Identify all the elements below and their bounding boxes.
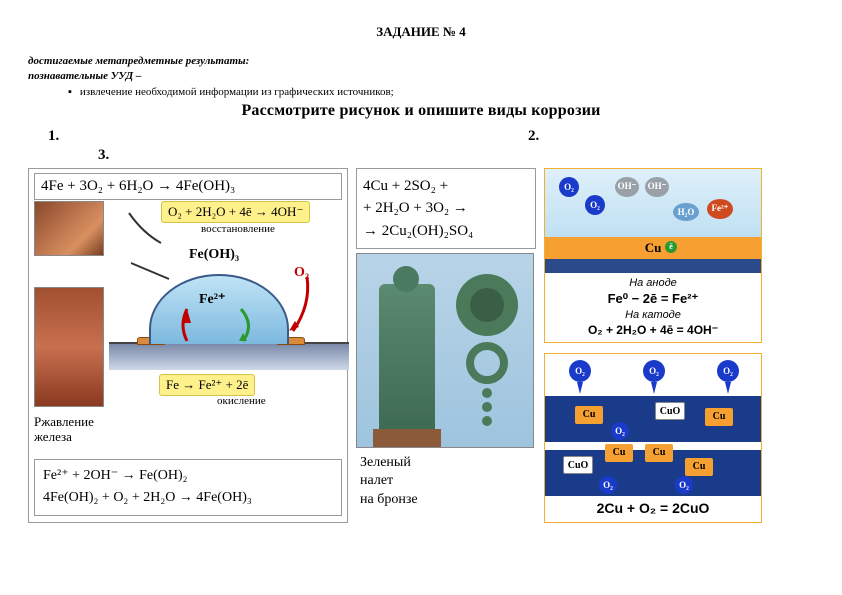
cathode-label: На катоде	[545, 309, 761, 321]
cu-chip-3: Cu	[605, 444, 633, 462]
bot-o2-bot1: O₂	[599, 476, 617, 494]
fe-bottom-l2: 4Fe(OH)₂ + O₂ + 2H₂O → 4Fe(OH)₃	[43, 487, 333, 509]
electron-dot: ē	[665, 241, 677, 253]
photo-bronze-statue	[356, 253, 534, 448]
bot-o2-mid: O₂	[611, 422, 629, 440]
anode-eq: Fe⁰ − 2ē = Fe²⁺	[545, 291, 761, 307]
photo-rust-1	[34, 201, 104, 256]
diagram-cu-oxidation: O₂ O₂ O₂ Cu CuO Cu Cu Cu CuO Cu O₂ O₂ O₂…	[544, 353, 762, 523]
fe-caption-l2: железа	[34, 429, 72, 444]
pedestal-shape	[373, 429, 441, 447]
fe-oxidation-label: окисление	[217, 395, 266, 407]
bot-o2-2: O₂	[643, 360, 665, 382]
fe-bottom-formulas: Fe²⁺ + 2OH⁻ → Fe(OH)₂ 4Fe(OH)₂ + O₂ + 2H…	[34, 459, 342, 516]
ornament-ring	[466, 342, 508, 384]
statue-shape	[379, 284, 435, 434]
cuo-chip-1: CuO	[655, 402, 685, 420]
photo-rust-2	[34, 287, 104, 407]
arrows-down	[545, 380, 763, 396]
fe2plus-label: Fe²⁺	[199, 291, 225, 308]
task-instruction: Рассмотрите рисунок и опишите виды корро…	[28, 102, 814, 120]
fe2-ion: Fe²⁺	[707, 199, 733, 219]
task-number: ЗАДАНИЕ № 4	[28, 24, 814, 40]
anode-label: На аноде	[545, 277, 761, 289]
arrow-red-curve	[177, 307, 197, 343]
cu-strip: Cu	[545, 237, 761, 259]
fe-substrate	[109, 342, 349, 370]
cu-cap-l1: Зеленый	[360, 455, 411, 470]
arrow-green-curve	[237, 307, 259, 343]
arrow-o2-down	[287, 275, 313, 335]
o2-ion-1: O₂	[559, 177, 579, 197]
meta-bullet: извлечение необходимой информации из гра…	[68, 86, 814, 98]
figures-row: 4Fe + 3O₂ + 6H₂O → 4Fe(OH)₃ O₂ + 2H₂O + …	[28, 168, 814, 523]
cu-formula-box: 4Cu + 2SO₂ + + 2H₂O + 3O₂ → → 2Cu₂(OH)₂S…	[356, 168, 536, 250]
fe-caption: Ржавление железа	[34, 414, 94, 445]
fe-reduction-label: восстановление	[201, 223, 275, 235]
fe-reduction-box: O₂ + 2H₂O + 4ē → 4OH⁻	[161, 201, 310, 223]
arrow-to-yellow1	[125, 209, 165, 249]
bronze-ornament	[453, 274, 521, 434]
fe-bottom-l1: Fe²⁺ + 2OH⁻ → Fe(OH)₂	[43, 465, 333, 487]
cu-f2: + 2H₂O + 3O₂ →	[363, 197, 529, 220]
figure-right-column: O₂ O₂ OH⁻ OH⁻ H₂O Fe²⁺ Cu ē На аноде Fe⁰…	[544, 168, 764, 523]
bot-o2-1: O₂	[569, 360, 591, 382]
ornament-bead-3	[482, 416, 492, 426]
ornament-flower	[456, 274, 518, 336]
oh-ion-2: OH⁻	[645, 177, 669, 197]
cu-oxidation-formula: 2Cu + O₂ = 2CuO	[545, 500, 761, 516]
bot-o2-bot2: O₂	[675, 476, 693, 494]
fe-feoh3-label: Fe(OH)₃	[189, 247, 239, 263]
cuo-chip-2: CuO	[563, 456, 593, 474]
cathode-eq: O₂ + 2H₂O + 4ē = 4OH⁻	[545, 323, 761, 337]
cu-chip-1: Cu	[575, 406, 603, 424]
fe-oxidation-box: Fe → Fe²⁺ + 2ē	[159, 374, 255, 396]
ornament-bead-2	[482, 402, 492, 412]
bot-o2-3: O₂	[717, 360, 739, 382]
cu-cap-l2: налет	[360, 473, 393, 488]
arrow-feoh3	[129, 261, 173, 285]
cu-cap-l3: на бронзе	[360, 492, 418, 507]
cu-f1: 4Cu + 2SO₂ +	[363, 175, 529, 198]
cu-f3: → 2Cu₂(OH)₂SO₄	[363, 220, 529, 243]
ornament-bead-1	[482, 388, 492, 398]
cu-chip-2: Cu	[705, 408, 733, 426]
oh-ion-1: OH⁻	[615, 177, 639, 197]
fe-overall-formula: 4Fe + 3O₂ + 6H₂O → 4Fe(OH)₃	[34, 173, 342, 200]
dark-strip	[545, 259, 761, 273]
figure-iron-rusting: 4Fe + 3O₂ + 6H₂O → 4Fe(OH)₃ O₂ + 2H₂O + …	[28, 168, 348, 523]
cu-caption: Зеленый налет на бронзе	[356, 452, 536, 511]
meta-line-1: достигаемые метапредметные результаты:	[28, 54, 814, 69]
figure-copper-patina: 4Cu + 2SO₂ + + 2H₂O + 3O₂ → → 2Cu₂(OH)₂S…	[356, 168, 536, 511]
answer-slot-3: 3.	[98, 147, 814, 164]
answer-slot-1: 1.	[48, 128, 528, 145]
fe-caption-l1: Ржавление	[34, 414, 94, 429]
h2o-ion: H₂O	[673, 203, 699, 221]
cu-chip-5: Cu	[685, 458, 713, 476]
meta-line-2: познавательные УУД –	[28, 69, 814, 84]
answer-slot-2: 2.	[528, 128, 539, 145]
cu-chip-4: Cu	[645, 444, 673, 462]
diagram-galvanic-cu-fe: O₂ O₂ OH⁻ OH⁻ H₂O Fe²⁺ Cu ē На аноде Fe⁰…	[544, 168, 762, 343]
o2-ion-2: O₂	[585, 195, 605, 215]
